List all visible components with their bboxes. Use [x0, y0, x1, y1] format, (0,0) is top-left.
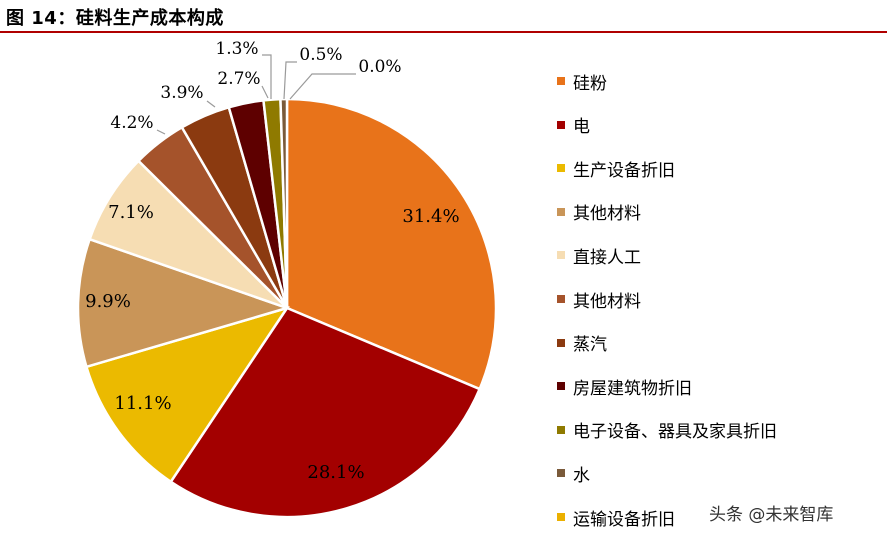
- data-label: 3.9%: [160, 83, 203, 103]
- legend-item: 硅粉: [557, 70, 607, 94]
- legend-label: 运输设备折旧: [573, 509, 675, 530]
- data-label: 0.5%: [299, 45, 342, 65]
- legend-label: 其他材料: [573, 204, 641, 225]
- data-label: 9.9%: [85, 291, 131, 312]
- data-label: 11.1%: [114, 393, 171, 414]
- legend-swatch: [557, 164, 565, 173]
- data-label: 7.1%: [108, 202, 154, 223]
- data-label: 28.1%: [307, 462, 364, 483]
- legend-label: 电: [573, 117, 590, 138]
- data-label: 2.7%: [217, 69, 260, 89]
- legend-label: 生产设备折旧: [573, 160, 675, 181]
- legend-label: 电子设备、器具及家具折旧: [573, 422, 777, 443]
- pie-slice: [169, 306, 482, 519]
- title-divider: [0, 31, 887, 33]
- legend-label: 直接人工: [573, 247, 641, 268]
- data-label: 0.0%: [358, 57, 401, 77]
- legend-item: 其他材料: [557, 201, 641, 225]
- legend-item: 水: [557, 462, 590, 486]
- legend-swatch: [557, 251, 565, 260]
- legend-item: 其他材料: [557, 288, 641, 312]
- legend-swatch: [557, 338, 565, 347]
- leader-line: [261, 85, 269, 99]
- legend-swatch: [557, 295, 565, 303]
- legend-item: 电子设备、器具及家具折旧: [557, 419, 777, 443]
- legend-label: 水: [573, 465, 590, 486]
- pie-slice: [279, 97, 289, 309]
- leader-line: [283, 61, 297, 100]
- pie-slice: [285, 97, 498, 391]
- data-label: 31.4%: [402, 206, 459, 227]
- pie-slice: [76, 237, 292, 369]
- legend-label: 其他材料: [573, 291, 641, 312]
- legend-label: 蒸汽: [573, 335, 607, 356]
- data-label: 1.3%: [215, 39, 258, 59]
- legend-swatch: [557, 77, 565, 85]
- leader-line: [156, 129, 166, 135]
- legend-item: 直接人工: [557, 244, 641, 268]
- legend-item: 房屋建筑物折旧: [557, 375, 692, 399]
- legend-item: 电: [557, 114, 590, 138]
- leader-line: [206, 100, 216, 108]
- legend-swatch: [557, 120, 565, 129]
- legend-item: 蒸汽: [557, 332, 607, 356]
- watermark-text: 头条 @未来智库: [709, 505, 834, 525]
- legend-swatch: [557, 513, 565, 521]
- data-label: 4.2%: [110, 113, 153, 133]
- legend-swatch: [557, 207, 565, 216]
- legend-label: 硅粉: [573, 73, 607, 94]
- legend-swatch: [557, 425, 565, 434]
- pie-slice: [84, 305, 290, 484]
- figure-title: 图 14：硅料生产成本构成: [6, 8, 224, 29]
- legend-swatch: [557, 382, 565, 391]
- legend-swatch: [557, 469, 565, 478]
- leader-line: [289, 73, 356, 100]
- legend-label: 房屋建筑物折旧: [573, 378, 692, 399]
- legend-item: 运输设备折旧: [557, 506, 675, 530]
- leader-line: [262, 54, 272, 99]
- legend-item: 生产设备折旧: [557, 157, 675, 181]
